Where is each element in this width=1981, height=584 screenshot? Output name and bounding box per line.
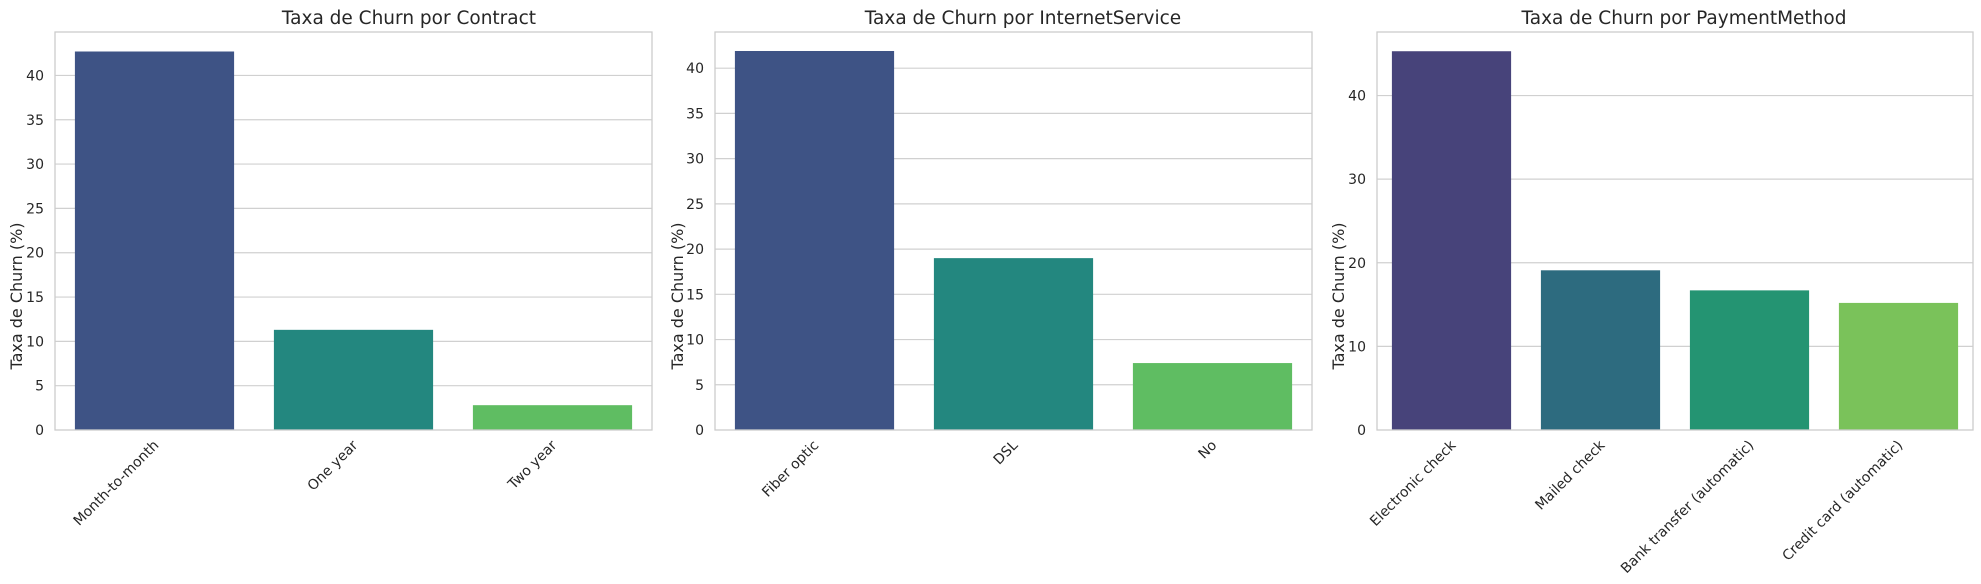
y-tick-label: 20 [686,242,704,258]
bar [1838,302,1959,430]
y-tick-label: 35 [26,113,44,129]
bar [74,51,235,431]
y-tick-label: 5 [695,378,704,394]
bar [472,405,633,430]
y-tick-label: 40 [1348,89,1366,105]
y-tick-label: 25 [26,201,44,217]
y-axis-label: Taxa de Churn (%) [668,222,687,370]
bar [933,258,1094,430]
plot-frame [54,31,653,431]
bar [1689,290,1810,430]
bar [1132,363,1293,430]
y-tick-label: 0 [1357,423,1366,439]
y-tick-label: 30 [686,152,704,168]
chart-title: Taxa de Churn por PaymentMethod [1521,8,1847,29]
chart-panel-contract: Taxa de Churn por Contract Taxa de Churn… [7,8,653,529]
y-axis-label: Taxa de Churn (%) [7,222,26,370]
y-tick-label: 20 [26,246,44,262]
chart-title: Taxa de Churn por InternetService [864,8,1181,29]
y-tick-label: 40 [686,61,704,77]
y-axis-label: Taxa de Churn (%) [1329,222,1348,370]
bar [1391,51,1512,431]
y-tick-label: 10 [26,334,44,350]
plot-frame [1376,31,1974,431]
y-tick-label: 40 [26,68,44,84]
y-tick-label: 15 [686,287,704,303]
y-tick-label: 30 [1348,172,1366,188]
y-tick-label: 10 [1348,339,1366,355]
bar [734,50,895,430]
y-tick-label: 15 [26,290,44,306]
bar [273,329,434,430]
plot-frame [714,31,1313,431]
bar [1540,270,1661,430]
y-tick-label: 30 [26,157,44,173]
y-tick-label: 10 [686,333,704,349]
y-tick-label: 0 [695,423,704,439]
y-tick-label: 0 [35,423,44,439]
y-tick-label: 20 [1348,256,1366,272]
y-tick-label: 25 [686,197,704,213]
y-tick-label: 5 [35,379,44,395]
chart-title: Taxa de Churn por Contract [281,8,536,29]
y-tick-label: 35 [686,106,704,122]
